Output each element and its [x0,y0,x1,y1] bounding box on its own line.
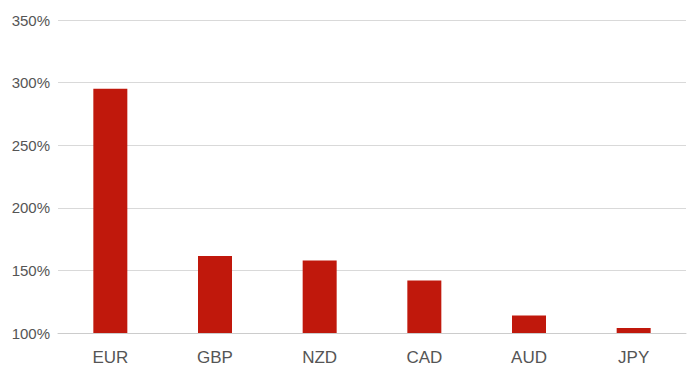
svg-text:250%: 250% [12,137,50,154]
svg-text:150%: 150% [12,262,50,279]
svg-text:300%: 300% [12,74,50,91]
svg-text:JPY: JPY [618,348,649,367]
svg-text:200%: 200% [12,199,50,216]
svg-text:EUR: EUR [92,348,128,367]
svg-text:AUD: AUD [511,348,547,367]
svg-text:100%: 100% [12,325,50,342]
svg-text:NZD: NZD [302,348,337,367]
svg-text:GBP: GBP [197,348,233,367]
svg-text:350%: 350% [12,12,50,29]
svg-text:CAD: CAD [406,348,442,367]
